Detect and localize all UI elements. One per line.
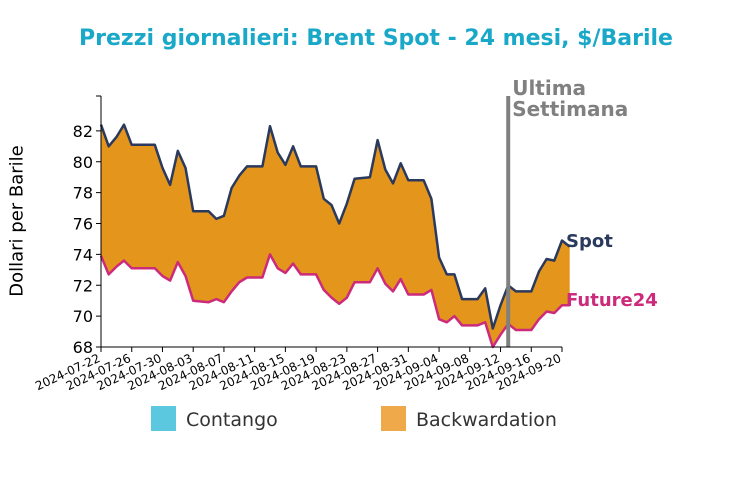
y-tick-label: 70 <box>73 307 93 326</box>
legend-label-backwardation: Backwardation <box>416 409 557 431</box>
y-axis-ticks: 68 70 72 74 76 78 80 82 <box>73 95 101 357</box>
legend-label-contango: Contango <box>186 409 278 431</box>
series-line-spot <box>99 123 571 330</box>
y-tick-label: 76 <box>73 215 93 234</box>
backwardation-area <box>101 124 570 347</box>
series-label-future24: Future24 <box>566 290 658 311</box>
series-lines-layer <box>99 123 571 349</box>
legend-swatch-contango <box>151 406 176 431</box>
y-tick-label: 82 <box>73 122 93 141</box>
y-tick-label: 78 <box>73 184 93 203</box>
last-week-label-line1: Ultima <box>512 76 586 100</box>
legend: Contango Backwardation <box>151 406 557 431</box>
y-tick-label: 72 <box>73 276 93 295</box>
y-tick-label: 68 <box>73 338 93 357</box>
last-week-marker-layer: Ultima Settimana <box>506 76 628 347</box>
series-line-future24 <box>99 253 570 349</box>
x-axis-ticks: 2024-07-222024-07-262024-07-302024-08-03… <box>33 347 563 393</box>
y-tick-label: 80 <box>73 153 93 172</box>
last-week-label-line2: Settimana <box>512 97 628 121</box>
y-tick-label: 74 <box>73 245 93 264</box>
legend-swatch-backwardation <box>381 406 406 431</box>
series-end-labels: Spot Future24 <box>566 231 658 311</box>
y-axis-label: Dollari per Barile <box>6 145 27 297</box>
chart-title: Prezzi giornalieri: Brent Spot - 24 mesi… <box>79 26 673 51</box>
series-label-spot: Spot <box>566 231 613 252</box>
spread-area-layer <box>101 124 570 347</box>
